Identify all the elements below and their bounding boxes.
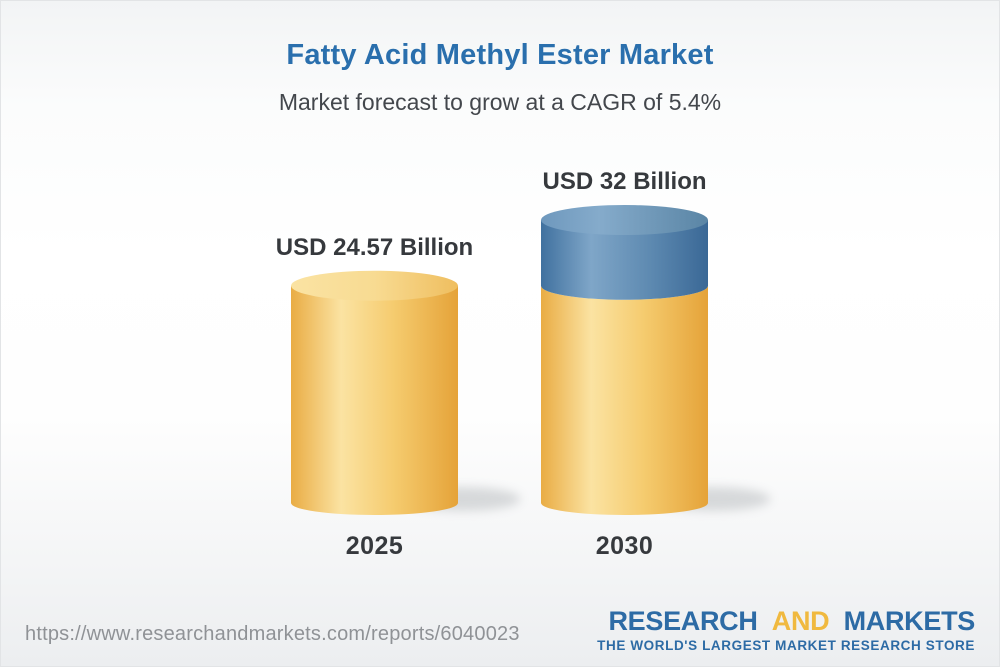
bar-2030-top-ellipse <box>541 205 708 235</box>
cylinder-bars <box>291 205 771 515</box>
brand-logo: RESEARCH AND MARKETS THE WORLD'S LARGEST… <box>597 607 975 654</box>
bar-2025-top-ellipse <box>291 270 458 301</box>
logo-tagline: THE WORLD'S LARGEST MARKET RESEARCH STOR… <box>597 638 975 653</box>
chart-subtitle: Market forecast to grow at a CAGR of 5.4… <box>278 89 722 115</box>
value-label-2025: USD 24.57 Billion <box>275 233 474 261</box>
bar-2025-base-segment <box>291 285 459 515</box>
chart-header: Fatty Acid Methyl Ester Market Market fo… <box>0 38 1000 116</box>
logo-wordmark: RESEARCH AND MARKETS <box>597 607 975 635</box>
bar-2030-base-segment <box>541 285 708 515</box>
logo-word-markets: MARKETS <box>843 606 976 636</box>
logo-word-research: RESEARCH <box>608 606 758 636</box>
logo-word-and: AND <box>771 606 830 636</box>
source-url: https://www.researchandmarkets.com/repor… <box>25 623 520 645</box>
category-label-2025: 2025 <box>345 532 404 560</box>
chart-title: Fatty Acid Methyl Ester Market <box>286 39 714 71</box>
bar-2030-growth-segment <box>541 220 708 300</box>
category-label-2030: 2030 <box>595 532 654 560</box>
value-label-2030: USD 32 Billion <box>542 168 707 195</box>
